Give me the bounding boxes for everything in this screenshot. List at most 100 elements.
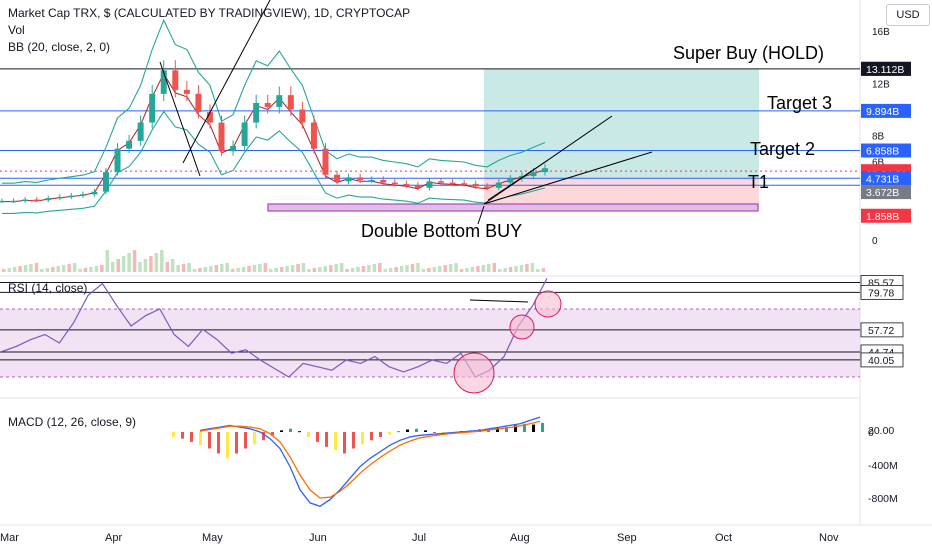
volume-bar: [192, 269, 197, 272]
candle-body: [426, 181, 433, 188]
rsi-band: [0, 309, 860, 377]
volume-bar: [318, 267, 322, 272]
candle-body: [137, 122, 144, 141]
volume-label: Vol: [8, 23, 25, 37]
candle-body: [160, 70, 167, 94]
price-level-badge: [861, 171, 911, 186]
price-axis-tick: 8B: [872, 132, 885, 143]
volume-bar: [45, 268, 50, 272]
volume-bar: [220, 264, 224, 272]
volume-bar: [514, 266, 518, 272]
volume-bar: [56, 266, 60, 272]
macd-histogram-bar: [334, 432, 337, 451]
candle-body: [391, 182, 398, 185]
volume-bar: [149, 256, 153, 272]
volume-bar: [301, 263, 306, 272]
macd-histogram-bar: [208, 432, 211, 449]
time-axis-tick: Mar: [0, 532, 19, 544]
volume-bar: [18, 266, 22, 272]
macd-histogram-bar: [280, 430, 283, 432]
annotation-target-3: Target 3: [767, 93, 833, 113]
trend-line: [182, 0, 271, 164]
volume-bar: [72, 263, 77, 272]
volume-bar: [165, 262, 169, 272]
candle-body: [472, 183, 479, 187]
volume-bar: [476, 266, 480, 272]
volume-bar: [214, 265, 219, 272]
time-axis-tick: Jul: [412, 532, 426, 544]
volume-bar: [525, 264, 529, 272]
macd-histogram-bar: [298, 431, 301, 433]
price-level-label: 6.858B: [866, 146, 899, 158]
volume-bar: [116, 259, 120, 272]
volume-bar: [127, 253, 131, 272]
candle-body: [114, 148, 121, 173]
macd-axis-tick: 0: [868, 427, 874, 439]
candle-body: [22, 199, 29, 202]
macd-histogram-bar: [307, 432, 310, 437]
volume-bar: [378, 263, 382, 272]
volume-bar: [394, 267, 398, 272]
volume-bar: [399, 266, 404, 272]
bollinger-upper: [2, 18, 546, 184]
annotation-double-bottom: Double Bottom BUY: [361, 221, 523, 241]
rsi-level-badge: [860, 322, 904, 338]
volume-bar: [258, 264, 262, 272]
volume-bar: [285, 266, 289, 272]
price-axis-tick: 12B: [872, 79, 890, 90]
time-axis-tick: Apr: [105, 532, 122, 544]
annotation-target-2: Target 2: [750, 139, 816, 159]
volume-bar: [448, 264, 453, 272]
volume-bar: [350, 268, 355, 272]
volume-bar: [339, 263, 344, 272]
volume-bar: [12, 267, 17, 272]
macd-histogram-bar: [325, 432, 328, 447]
candle-body: [172, 70, 179, 90]
time-axis-tick: Oct: [715, 532, 732, 544]
macd-histogram-bar: [199, 432, 202, 446]
price-axis-tick: 16B: [872, 27, 890, 38]
volume-bar: [432, 267, 437, 272]
macd-axis-tick: 20.00: [868, 425, 894, 437]
candle-body: [461, 183, 468, 185]
candle-body: [368, 179, 375, 182]
currency-button[interactable]: USD: [886, 4, 930, 26]
volume-bar: [274, 268, 278, 272]
macd-histogram-bar: [388, 432, 391, 435]
volume-bar: [416, 263, 420, 272]
candle-body: [530, 172, 537, 177]
volume-bar: [296, 264, 300, 272]
volume-bar: [181, 264, 186, 272]
projection-line: [483, 151, 653, 205]
candle-body: [91, 191, 98, 195]
macd-histogram-bar: [343, 432, 346, 454]
macd-histogram-bar: [172, 432, 175, 437]
volume-bar: [536, 269, 540, 272]
volume-bar: [345, 269, 349, 272]
volume-bar: [334, 264, 338, 272]
price-level-label: 4.731B: [866, 173, 899, 185]
volume-bar: [279, 267, 284, 272]
volume-bar: [361, 266, 366, 272]
volume-bar: [541, 268, 546, 272]
candle-body: [345, 177, 352, 182]
price-axis-tick: 6B: [872, 158, 885, 169]
volume-bar: [67, 264, 71, 272]
macd-histogram-bar: [244, 432, 247, 449]
macd-histogram-bar: [226, 432, 229, 459]
volume-bar: [61, 265, 66, 272]
macd-histogram-bar: [397, 431, 400, 433]
volume-bar: [503, 268, 507, 272]
rsi-highlight: [509, 314, 535, 340]
macd-axis-tick: -800M: [868, 493, 898, 505]
candle-body: [299, 109, 306, 123]
macd-signal-line: [199, 420, 541, 499]
candle-body: [195, 93, 202, 113]
volume-bar: [470, 267, 475, 272]
volume-bar: [121, 256, 126, 272]
rsi-highlight: [534, 290, 562, 318]
volume-bar: [40, 269, 44, 272]
candle-body: [403, 183, 410, 186]
volume-bar: [89, 267, 93, 272]
